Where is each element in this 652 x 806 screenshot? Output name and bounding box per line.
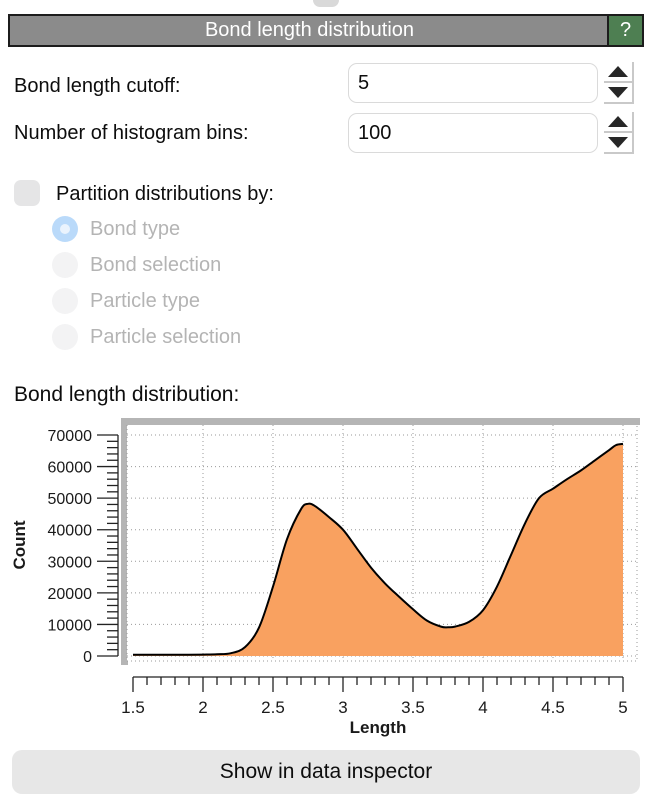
svg-text:60000: 60000 (48, 460, 93, 477)
title-bar: Bond length distribution ? (8, 14, 644, 47)
svg-text:4: 4 (478, 698, 487, 717)
radio-particle-selection-label: Particle selection (90, 326, 242, 348)
radio-bond-type[interactable] (52, 216, 78, 242)
svg-text:50000: 50000 (48, 491, 93, 508)
help-button[interactable]: ? (607, 16, 642, 45)
plot-heading: Bond length distribution: (14, 383, 240, 406)
svg-text:3: 3 (338, 698, 347, 717)
svg-text:2.5: 2.5 (261, 698, 285, 717)
bond-length-cutoff-input[interactable]: 5 (348, 63, 598, 103)
radio-dot-icon (60, 224, 70, 234)
bins-spin-down-button[interactable] (604, 133, 634, 154)
radio-particle-selection[interactable] (52, 324, 78, 350)
svg-text:70000: 70000 (48, 428, 93, 445)
svg-text:10000: 10000 (48, 617, 93, 634)
show-in-data-inspector-label: Show in data inspector (219, 760, 433, 783)
show-in-data-inspector-button[interactable]: Show in data inspector (12, 750, 640, 794)
histogram-bins-label: Number of histogram bins: (14, 122, 249, 144)
radio-bond-selection[interactable] (52, 252, 78, 278)
histogram-bins-value: 100 (358, 121, 392, 144)
svg-text:20000: 20000 (48, 586, 93, 603)
radio-particle-type-label: Particle type (90, 290, 201, 312)
svg-text:Length: Length (350, 718, 407, 737)
help-icon: ? (619, 19, 632, 41)
svg-text:Count: Count (10, 520, 29, 569)
bond-length-histogram-chart: 0 10000 20000 30000 40000 50000 60000 70000 Coun… (10, 418, 640, 737)
triangle-up-icon (608, 116, 628, 127)
svg-text:2: 2 (198, 698, 207, 717)
triangle-down-icon (608, 87, 628, 98)
svg-text:30000: 30000 (48, 554, 93, 571)
svg-text:0: 0 (83, 649, 92, 666)
svg-text:4.5: 4.5 (541, 698, 565, 717)
radio-bond-type-label: Bond type (90, 218, 181, 240)
bond-length-cutoff-spinner (604, 62, 634, 104)
triangle-down-icon (608, 137, 628, 148)
partition-checkbox-label: Partition distributions by: (56, 183, 274, 205)
svg-text:1.5: 1.5 (121, 698, 145, 717)
svg-text:3.5: 3.5 (401, 698, 425, 717)
bond-length-cutoff-label: Bond length cutoff: (14, 75, 181, 97)
svg-text:5: 5 (618, 698, 627, 717)
triangle-up-icon (608, 66, 628, 77)
bond-length-cutoff-value: 5 (358, 71, 370, 94)
svg-text:40000: 40000 (48, 523, 93, 540)
cutoff-spin-up-button[interactable] (604, 62, 634, 83)
histogram-bins-input[interactable]: 100 (348, 113, 598, 153)
histogram-bins-spinner (604, 112, 634, 154)
panel-notch (313, 0, 339, 7)
bins-spin-up-button[interactable] (604, 112, 634, 133)
radio-particle-type[interactable] (52, 288, 78, 314)
partition-checkbox[interactable] (14, 180, 40, 206)
panel-title: Bond length distribution (204, 19, 415, 41)
cutoff-spin-down-button[interactable] (604, 83, 634, 104)
radio-bond-selection-label: Bond selection (90, 254, 222, 276)
